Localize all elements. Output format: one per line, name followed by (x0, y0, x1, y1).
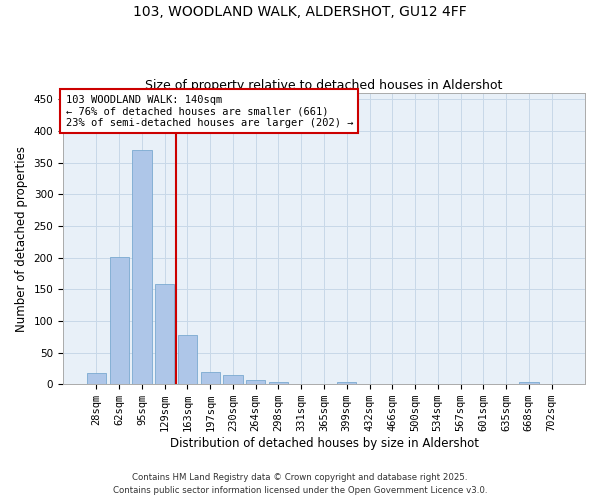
Bar (269, 382, 288, 384)
Bar (246, 380, 265, 384)
Bar (223, 374, 242, 384)
Bar (87, 373, 106, 384)
X-axis label: Distribution of detached houses by size in Aldershot: Distribution of detached houses by size … (170, 437, 479, 450)
Text: 103 WOODLAND WALK: 140sqm
← 76% of detached houses are smaller (661)
23% of semi: 103 WOODLAND WALK: 140sqm ← 76% of detac… (65, 94, 353, 128)
Text: Contains HM Land Registry data © Crown copyright and database right 2025.
Contai: Contains HM Land Registry data © Crown c… (113, 474, 487, 495)
Bar (519, 382, 539, 384)
Bar (110, 257, 129, 384)
Text: 103, WOODLAND WALK, ALDERSHOT, GU12 4FF: 103, WOODLAND WALK, ALDERSHOT, GU12 4FF (133, 5, 467, 19)
Bar (155, 284, 175, 384)
Title: Size of property relative to detached houses in Aldershot: Size of property relative to detached ho… (145, 79, 503, 92)
Bar (132, 150, 152, 384)
Bar (178, 335, 197, 384)
Bar (200, 372, 220, 384)
Y-axis label: Number of detached properties: Number of detached properties (15, 146, 28, 332)
Bar (337, 382, 356, 384)
